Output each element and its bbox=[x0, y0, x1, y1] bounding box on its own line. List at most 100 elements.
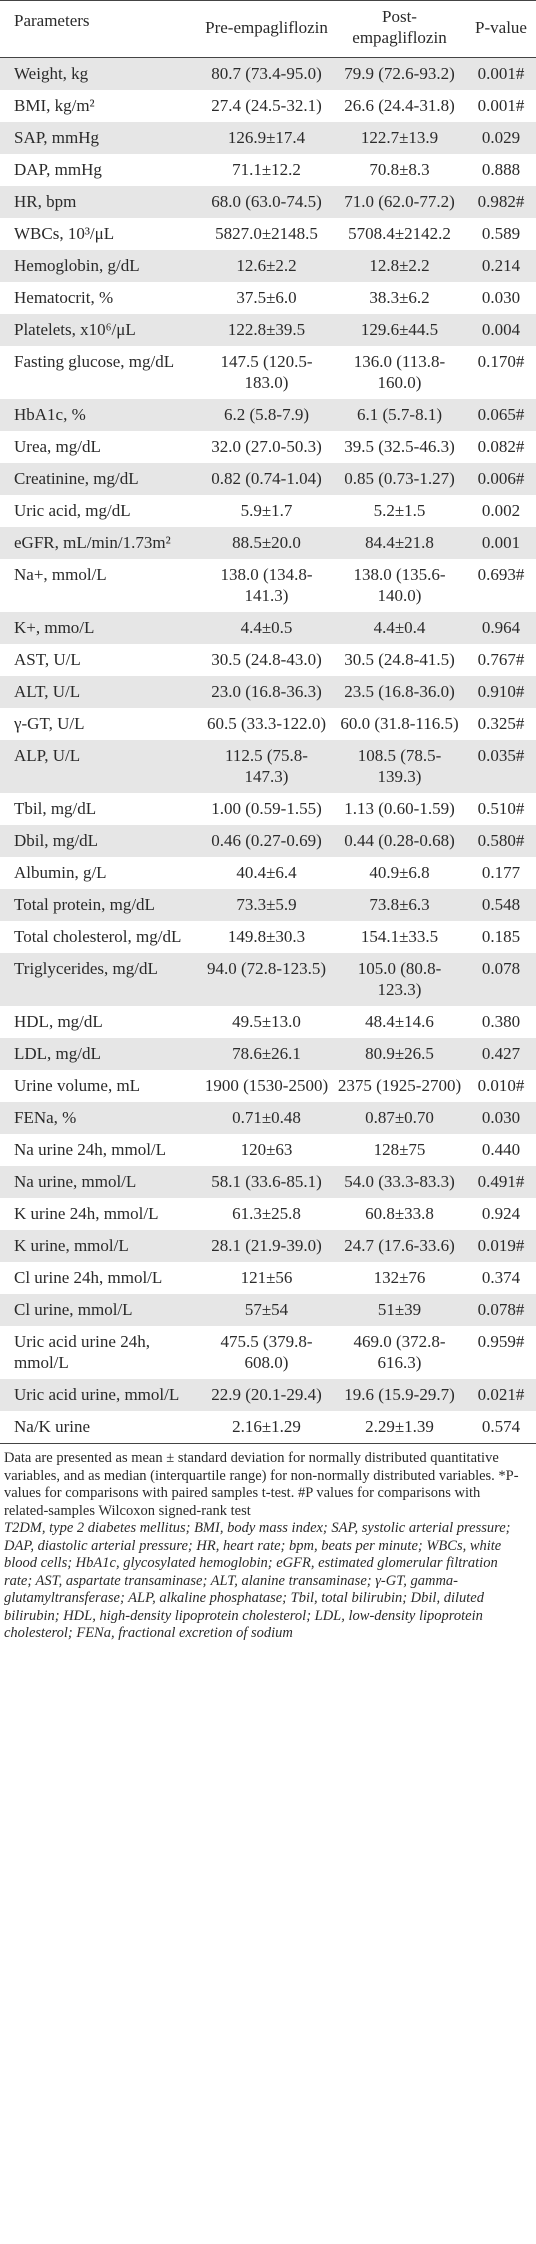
cell-pre-value: 61.3±25.8 bbox=[232, 1204, 301, 1223]
cell-post-value: 4.4±0.4 bbox=[333, 612, 466, 644]
cell-parameter: Uric acid urine 24h, mmol/L bbox=[14, 1332, 150, 1372]
table-row: Na/K urine 2.16±1.29 2.29±1.39 0.574 bbox=[0, 1411, 536, 1444]
cell-p-value: 0.001 bbox=[466, 527, 536, 559]
cell-pre-value: 2.16±1.29 bbox=[200, 1411, 333, 1444]
cell-parameter: γ-GT, U/L bbox=[14, 714, 85, 733]
cell-p-value: 0.185 bbox=[481, 927, 521, 946]
cell-p-value: 0.065# bbox=[466, 399, 536, 431]
cell-pre-value: 12.6±2.2 bbox=[200, 250, 333, 282]
cell-post-value: 51±39 bbox=[333, 1294, 466, 1326]
cell-parameter: Uric acid urine, mmol/L bbox=[0, 1379, 200, 1411]
cell-p-value: 0.177 bbox=[481, 863, 521, 882]
cell-p-value: 0.767# bbox=[477, 650, 525, 669]
cell-p-value: 0.170# bbox=[477, 352, 525, 371]
cell-p-value: 0.374 bbox=[481, 1268, 521, 1287]
cell-post-value: 154.1±33.5 bbox=[360, 927, 439, 946]
cell-post-value: 12.8±2.2 bbox=[333, 250, 466, 282]
cell-parameter: Creatinine, mg/dL bbox=[0, 463, 200, 495]
cell-parameter: FENa, % bbox=[0, 1102, 200, 1134]
header-parameters: Parameters bbox=[0, 1, 200, 58]
cell-parameter: SAP, mmHg bbox=[0, 122, 200, 154]
cell-parameter: LDL, mg/dL bbox=[0, 1038, 200, 1070]
cell-post-value: 80.9±26.5 bbox=[333, 1038, 466, 1070]
header-post: Post-empagliflozin bbox=[333, 1, 466, 58]
cell-parameter: DAP, mmHg bbox=[14, 160, 102, 179]
cell-p-value: 0.510# bbox=[477, 799, 525, 818]
cell-pre-value: 49.5±13.0 bbox=[232, 1012, 301, 1031]
cell-parameter: Urine volume, mL bbox=[14, 1076, 141, 1095]
table-row: Hemoglobin, g/dL 12.6±2.2 12.8±2.2 0.214 bbox=[0, 250, 536, 282]
cell-pre-value: 27.4 (24.5-32.1) bbox=[211, 96, 322, 115]
cell-p-value: 0.888 bbox=[481, 160, 521, 179]
cell-post-value: 38.3±6.2 bbox=[369, 288, 430, 307]
cell-pre-value: 80.7 (73.4-95.0) bbox=[200, 57, 333, 90]
cell-p-value: 0.589 bbox=[481, 224, 521, 243]
table-notes: Data are presented as mean ± standard de… bbox=[0, 1444, 536, 1643]
cell-parameter: Fasting glucose, mg/dL bbox=[14, 352, 175, 371]
cell-parameter: HDL, mg/dL bbox=[14, 1012, 103, 1031]
cell-p-value: 0.214 bbox=[466, 250, 536, 282]
cell-pre-value: 37.5±6.0 bbox=[236, 288, 297, 307]
table-row: AST, U/L 30.5 (24.8-43.0) 30.5 (24.8-41.5)… bbox=[0, 644, 536, 676]
table-row: K urine, mmol/L 28.1 (21.9-39.0) 24.7 (17.… bbox=[0, 1230, 536, 1262]
cell-pre-value: 5.9±1.7 bbox=[240, 501, 293, 520]
cell-p-value: 0.010# bbox=[477, 1076, 525, 1095]
table-row: ALT, U/L 23.0 (16.8-36.3) 23.5 (16.8-36.0)… bbox=[0, 676, 536, 708]
cell-post-value: 5708.4±2142.2 bbox=[348, 224, 451, 243]
cell-pre-value: 149.8±30.3 bbox=[227, 927, 306, 946]
cell-pre-value: 138.0 (134.8-141.3) bbox=[220, 565, 313, 605]
cell-pre-value: 121±56 bbox=[240, 1268, 293, 1287]
table-row: HbA1c, % 6.2 (5.8-7.9) 6.1 (5.7-8.1) 0.065# bbox=[0, 399, 536, 431]
cell-post-value: 5.2±1.5 bbox=[373, 501, 426, 520]
page: Parameters Pre-empagliflozin Post-empagl… bbox=[0, 0, 536, 1643]
table-row: Na urine 24h, mmol/L 120±63 128±75 0.440 bbox=[0, 1134, 536, 1166]
cell-parameter: HR, bpm bbox=[0, 186, 200, 218]
cell-p-value: 0.325# bbox=[477, 714, 525, 733]
header-pre: Pre-empagliflozin bbox=[200, 1, 333, 58]
cell-post-value: 0.87±0.70 bbox=[333, 1102, 466, 1134]
header-pvalue: P-value bbox=[466, 1, 536, 58]
cell-parameter: Hematocrit, % bbox=[14, 288, 114, 307]
cell-pre-value: 23.0 (16.8-36.3) bbox=[200, 676, 333, 708]
cell-parameter: Na urine, mmol/L bbox=[0, 1166, 200, 1198]
cell-post-value: 48.4±14.6 bbox=[365, 1012, 434, 1031]
cell-p-value: 0.082# bbox=[477, 437, 525, 456]
cell-post-value: 138.0 (135.6-140.0) bbox=[353, 565, 446, 605]
table-row: HR, bpm 68.0 (63.0-74.5) 71.0 (62.0-77.2) 0… bbox=[0, 186, 536, 218]
cell-pre-value: 58.1 (33.6-85.1) bbox=[200, 1166, 333, 1198]
cell-parameter: Weight, kg bbox=[0, 57, 200, 90]
table-row: BMI, kg/m² 27.4 (24.5-32.1) 26.6 (24.4-31.… bbox=[0, 90, 536, 122]
cell-p-value: 0.078 bbox=[466, 953, 536, 1006]
cell-pre-value: 120±63 bbox=[240, 1140, 293, 1159]
table-row: Urea, mg/dL 32.0 (27.0-50.3) 39.5 (32.5-46… bbox=[0, 431, 536, 463]
cell-p-value: 0.019# bbox=[466, 1230, 536, 1262]
table-row: DAP, mmHg 71.1±12.2 70.8±8.3 0.888 bbox=[0, 154, 536, 186]
table-row: Albumin, g/L 40.4±6.4 40.9±6.8 0.177 bbox=[0, 857, 536, 889]
cell-pre-value: 40.4±6.4 bbox=[236, 863, 297, 882]
table-row: K urine 24h, mmol/L 61.3±25.8 60.8±33.8 0.9… bbox=[0, 1198, 536, 1230]
cell-p-value: 0.574 bbox=[466, 1411, 536, 1444]
cell-parameter: Na urine 24h, mmol/L bbox=[14, 1140, 167, 1159]
cell-pre-value: 147.5 (120.5-183.0) bbox=[220, 352, 313, 392]
cell-pre-value: 126.9±17.4 bbox=[200, 122, 333, 154]
cell-parameter: Dbil, mg/dL bbox=[0, 825, 200, 857]
cell-pre-value: 88.5±20.0 bbox=[200, 527, 333, 559]
table-row: K+, mmo/L 4.4±0.5 4.4±0.4 0.964 bbox=[0, 612, 536, 644]
cell-post-value: 26.6 (24.4-31.8) bbox=[344, 96, 455, 115]
cell-pre-value: 30.5 (24.8-43.0) bbox=[211, 650, 322, 669]
cell-parameter: ALP, U/L bbox=[0, 740, 200, 793]
cell-parameter: K+, mmo/L bbox=[0, 612, 200, 644]
cell-p-value: 0.964 bbox=[466, 612, 536, 644]
cell-p-value: 0.959# bbox=[477, 1332, 525, 1351]
cell-parameter: Hemoglobin, g/dL bbox=[0, 250, 200, 282]
cell-post-value: 2375 (1925-2700) bbox=[337, 1076, 462, 1095]
cell-pre-value: 122.8±39.5 bbox=[200, 314, 333, 346]
cell-post-value: 54.0 (33.3-83.3) bbox=[333, 1166, 466, 1198]
cell-parameter: Uric acid, mg/dL bbox=[14, 501, 131, 520]
cell-p-value: 0.001# bbox=[466, 57, 536, 90]
cell-post-value: 108.5 (78.5-139.3) bbox=[333, 740, 466, 793]
cell-parameter: ALT, U/L bbox=[0, 676, 200, 708]
cell-post-value: 129.6±44.5 bbox=[333, 314, 466, 346]
cell-p-value: 0.548 bbox=[466, 889, 536, 921]
table-row: Cl urine, mmol/L 57±54 51±39 0.078# bbox=[0, 1294, 536, 1326]
